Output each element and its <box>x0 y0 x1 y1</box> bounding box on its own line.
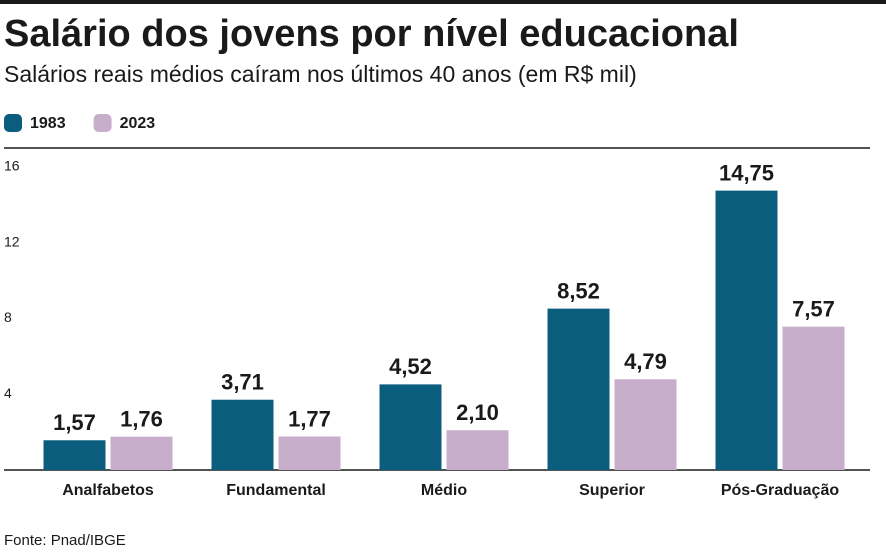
value-label: 1,57 <box>53 410 96 435</box>
bar <box>110 436 173 470</box>
bar <box>211 399 274 470</box>
bar <box>614 379 677 470</box>
bar <box>715 190 778 470</box>
bar <box>782 326 845 470</box>
value-label: 4,79 <box>624 349 667 374</box>
x-tick-label: Superior <box>579 482 645 499</box>
bar <box>278 436 341 470</box>
value-label: 7,57 <box>792 296 835 321</box>
bar <box>43 440 106 470</box>
value-label: 3,71 <box>221 370 264 395</box>
source: Fonte: Pnad/IBGE <box>4 532 126 549</box>
legend-swatch <box>93 114 112 132</box>
chart-title: Salário dos jovens por nível educacional <box>4 13 739 55</box>
x-tick-label: Fundamental <box>226 482 326 499</box>
y-tick-label: 16 <box>4 158 20 174</box>
bar <box>379 384 442 470</box>
top-rule <box>0 0 886 4</box>
x-tick-label: Pós-Graduação <box>721 482 839 499</box>
value-label: 1,77 <box>288 406 331 431</box>
chart-subtitle: Salários reais médios caíram nos últimos… <box>4 61 637 87</box>
x-tick-label: Analfabetos <box>62 482 154 499</box>
y-tick-label: 8 <box>4 309 12 325</box>
value-label: 14,75 <box>719 160 774 185</box>
legend-label: 1983 <box>30 115 66 132</box>
value-label: 1,76 <box>120 406 163 431</box>
bar <box>547 308 610 470</box>
legend-label: 2023 <box>120 115 156 132</box>
y-tick-label: 12 <box>4 233 20 249</box>
y-tick-label: 4 <box>4 385 12 401</box>
legend-swatch <box>4 114 22 132</box>
value-label: 4,52 <box>389 354 432 379</box>
value-label: 2,10 <box>456 400 499 425</box>
value-label: 8,52 <box>557 278 600 303</box>
x-tick-label: Médio <box>421 482 467 499</box>
bar <box>446 430 509 470</box>
